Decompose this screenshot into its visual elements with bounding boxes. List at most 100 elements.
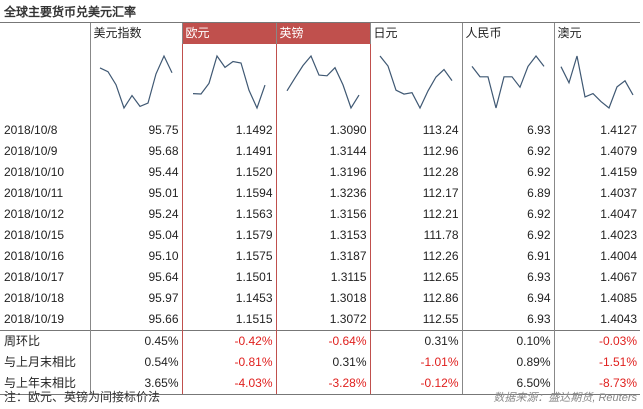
- cell-aud: 1.4023: [553, 225, 640, 246]
- column-header-jpy: 日元: [369, 22, 462, 44]
- cell-gbp: 1.3153: [275, 225, 371, 246]
- row-date: 2018/10/19: [4, 312, 65, 326]
- summary-cell-usd-index: 0.54%: [89, 352, 182, 373]
- cell-cny: 6.93: [461, 120, 554, 141]
- cell-gbp: 1.3187: [275, 246, 371, 267]
- header-row: 美元指数 欧元 英镑 日元 人民币 澳元: [0, 22, 640, 44]
- row-date: 2018/10/11: [4, 186, 64, 200]
- cell-eur: 1.1492: [181, 120, 277, 141]
- summary-cell-gbp: 0.31%: [275, 352, 371, 373]
- summary-cell-aud: -1.51%: [553, 352, 640, 373]
- summary-cell-eur: -0.81%: [181, 352, 277, 373]
- cell-aud: 1.4085: [553, 288, 640, 309]
- cell-eur: 1.1520: [181, 162, 277, 183]
- sparkline-cell-gbp: [275, 44, 371, 120]
- corner-cell: [0, 22, 90, 44]
- sparkline-cell-jpy: [369, 44, 462, 120]
- cell-gbp: 1.3115: [275, 267, 371, 288]
- cell-cny: 6.93: [461, 309, 554, 331]
- summary-row: 与上月末相比 0.54% -0.81% 0.31% -1.01% 0.89% -1.51%: [0, 352, 640, 373]
- summary-cell-jpy: -1.01%: [369, 352, 462, 373]
- sparkline-row: [0, 44, 640, 120]
- sparkline-cell-cny: [461, 44, 554, 120]
- cell-usd-index: 95.66: [89, 309, 182, 331]
- summary-cell-usd-index: 3.65%: [89, 373, 182, 395]
- sparkline-gbp: [286, 54, 360, 110]
- cell-usd-index: 95.04: [89, 225, 182, 246]
- cell-aud: 1.4043: [553, 309, 640, 331]
- sparkline-aud: [560, 55, 634, 109]
- sparkline-cny: [471, 55, 545, 109]
- table-row: 2018/10/16 95.10 1.1575 1.3187 112.26 6.91 1.4…: [0, 246, 640, 267]
- cell-usd-index: 95.10: [89, 246, 182, 267]
- summary-row: 周环比 0.45% -0.42% -0.64% 0.31% 0.10% -0.03%: [0, 330, 640, 352]
- sparkline-line-eur: [192, 54, 266, 110]
- table-row: 2018/10/15 95.04 1.1579 1.3153 111.78 6.92 1.4…: [0, 225, 640, 246]
- summary-cell-cny: 0.10%: [461, 330, 554, 352]
- row-date: 2018/10/8: [4, 123, 58, 137]
- table-row: 2018/10/8 95.75 1.1492 1.3090 113.24 6.93 1.41…: [0, 120, 640, 141]
- cell-cny: 6.89: [461, 183, 554, 204]
- summary-cell-aud: -8.73%: [553, 373, 640, 395]
- sparkline-jpy: [379, 55, 453, 110]
- table-row: 2018/10/11 95.01 1.1594 1.3236 112.17 6.89 1.4…: [0, 183, 640, 204]
- summary-cell-cny: 6.50%: [461, 373, 554, 395]
- cell-cny: 6.92: [461, 162, 554, 183]
- cell-jpy: 112.28: [369, 162, 462, 183]
- summary-cell-cny: 0.89%: [461, 352, 554, 373]
- summary-label: 与上年末相比: [0, 373, 90, 395]
- cell-usd-index: 95.44: [89, 162, 182, 183]
- cell-gbp: 1.3072: [275, 309, 371, 331]
- column-header-usd-index: 美元指数: [89, 22, 182, 44]
- summary-cell-eur: -0.42%: [181, 330, 277, 352]
- sparkline-line-jpy: [379, 55, 453, 110]
- cell-aud: 1.4047: [553, 204, 640, 225]
- summary-cell-aud: -0.03%: [553, 330, 640, 352]
- cell-eur: 1.1515: [181, 309, 277, 331]
- summary-cell-jpy: 0.31%: [369, 330, 462, 352]
- cell-usd-index: 95.64: [89, 267, 182, 288]
- cell-aud: 1.4127: [553, 120, 640, 141]
- cell-aud: 1.4079: [553, 141, 640, 162]
- summary-cell-jpy: -0.12%: [369, 373, 462, 395]
- row-date: 2018/10/12: [4, 207, 65, 221]
- sparkline-eur: [192, 54, 266, 110]
- cell-usd-index: 95.24: [89, 204, 182, 225]
- table-row: 2018/10/12 95.24 1.1563 1.3156 112.21 6.92 1.4…: [0, 204, 640, 225]
- table-row: 2018/10/19 95.66 1.1515 1.3072 112.55 6.93 1.4…: [0, 309, 640, 331]
- sparkline-usd-index: [99, 54, 173, 110]
- cell-jpy: 112.96: [369, 141, 462, 162]
- row-date: 2018/10/17: [4, 270, 65, 284]
- cell-cny: 6.91: [461, 246, 554, 267]
- source-credit: 数据来源：盛达期货, Reuters: [493, 392, 637, 404]
- cell-eur: 1.1563: [181, 204, 277, 225]
- cell-jpy: 112.86: [369, 288, 462, 309]
- summary-cell-usd-index: 0.45%: [89, 330, 182, 352]
- cell-eur: 1.1579: [181, 225, 277, 246]
- cell-jpy: 112.55: [369, 309, 462, 331]
- summary-label: 周环比: [0, 330, 90, 352]
- row-date: 2018/10/15: [4, 228, 65, 242]
- cell-jpy: 112.65: [369, 267, 462, 288]
- cell-eur: 1.1453: [181, 288, 277, 309]
- summary-label: 与上月末相比: [4, 355, 77, 369]
- column-header-eur: 欧元: [181, 22, 276, 44]
- row-date: 2018/10/16: [4, 249, 65, 263]
- row-date: 2018/10/9: [4, 144, 58, 158]
- cell-eur: 1.1491: [181, 141, 277, 162]
- sparkline-line-aud: [560, 55, 634, 109]
- cell-gbp: 1.3156: [275, 204, 371, 225]
- column-header-aud: 澳元: [553, 22, 640, 44]
- sparkline-cell-usd-index: [89, 44, 182, 120]
- column-header-cny: 人民币: [461, 22, 554, 44]
- sparkline-cell-aud: [553, 44, 640, 120]
- cell-gbp: 1.3236: [275, 183, 371, 204]
- column-header-gbp: 英镑: [275, 22, 370, 44]
- cell-usd-index: 95.01: [89, 183, 182, 204]
- cell-usd-index: 95.75: [89, 120, 182, 141]
- cell-gbp: 1.3018: [275, 288, 371, 309]
- sparkline-cell-eur: [181, 44, 277, 120]
- cell-jpy: 111.78: [369, 225, 462, 246]
- summary-cell-eur: -4.03%: [181, 373, 277, 395]
- cell-cny: 6.92: [461, 225, 554, 246]
